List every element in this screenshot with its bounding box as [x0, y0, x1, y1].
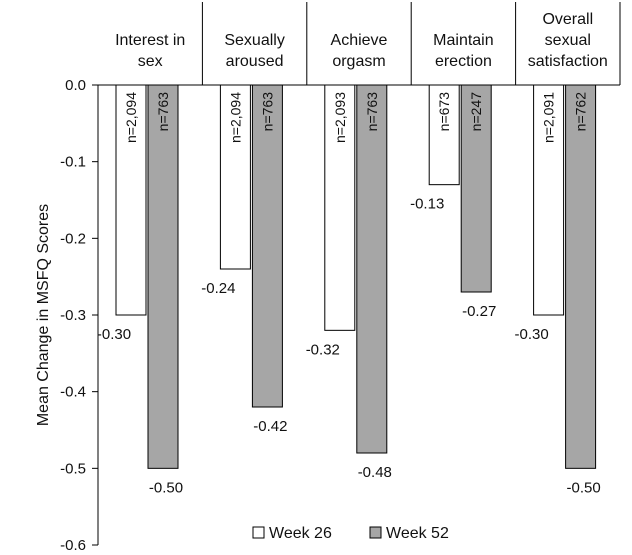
sample-size-label: n=2,094	[227, 92, 243, 143]
category-labels: Interest in sex Sexually aroused Achieve orga…	[115, 11, 608, 70]
value-label: -0.30	[97, 326, 131, 343]
y-tick-label: -0.1	[60, 154, 86, 171]
y-axis: 0.0 -0.1 -0.2 -0.3 -0.4 -0.5 -0.6	[60, 77, 99, 554]
value-label: -0.50	[149, 479, 183, 496]
bars: n=2,094 -0.30 n=763 -0.50 n=2,094 -0.24 n=763 -…	[97, 84, 601, 496]
bar-week26	[324, 84, 356, 331]
bar-week52	[147, 84, 179, 469]
legend: Week 26 Week 52	[252, 525, 449, 542]
legend-swatch-week52	[369, 526, 382, 539]
category-label: Overall sexual satisfaction	[528, 11, 608, 70]
value-label: -0.48	[358, 464, 392, 481]
y-tick-label: -0.6	[60, 537, 86, 554]
value-label: -0.42	[253, 418, 287, 435]
legend-label: Week 52	[386, 525, 449, 542]
sample-size-label: n=247	[468, 92, 484, 132]
bar-week52	[356, 84, 388, 454]
value-label: -0.50	[566, 479, 600, 496]
sample-size-label: n=2,094	[123, 92, 139, 143]
sample-size-label: n=763	[364, 92, 380, 132]
sample-size-label: n=2,091	[541, 92, 557, 143]
category-label: Interest in sex	[115, 32, 185, 70]
bar-week26	[533, 84, 565, 316]
bar-week26	[115, 84, 147, 316]
bar-week52	[565, 84, 597, 469]
value-label: -0.30	[514, 326, 548, 343]
sample-size-label: n=763	[155, 92, 171, 132]
y-tick-label: 0.0	[65, 77, 86, 94]
y-tick-label: -0.5	[60, 460, 86, 477]
bar-week52	[251, 84, 283, 408]
bar-week26	[219, 84, 251, 270]
legend-label: Week 26	[269, 525, 332, 542]
legend-swatch-week26	[252, 526, 265, 539]
category-label: Maintain erection	[433, 32, 493, 70]
value-label: -0.13	[410, 196, 444, 213]
value-label: -0.24	[201, 280, 235, 297]
bar-week26	[428, 84, 460, 186]
category-label: Sexually aroused	[224, 32, 284, 70]
category-label: Achieve orgasm	[331, 32, 388, 70]
y-tick-label: -0.2	[60, 230, 86, 247]
y-axis-title: Mean Change in MSFQ Scores	[35, 204, 52, 426]
sample-size-label: n=2,093	[332, 92, 348, 143]
y-tick-label: -0.3	[60, 307, 86, 324]
bar-week52	[460, 84, 492, 293]
value-label: -0.27	[462, 303, 496, 320]
sample-size-label: n=762	[573, 92, 589, 132]
sample-size-label: n=673	[436, 92, 452, 132]
y-tick-label: -0.4	[60, 384, 86, 401]
value-label: -0.32	[306, 341, 340, 358]
sample-size-label: n=763	[259, 92, 275, 132]
